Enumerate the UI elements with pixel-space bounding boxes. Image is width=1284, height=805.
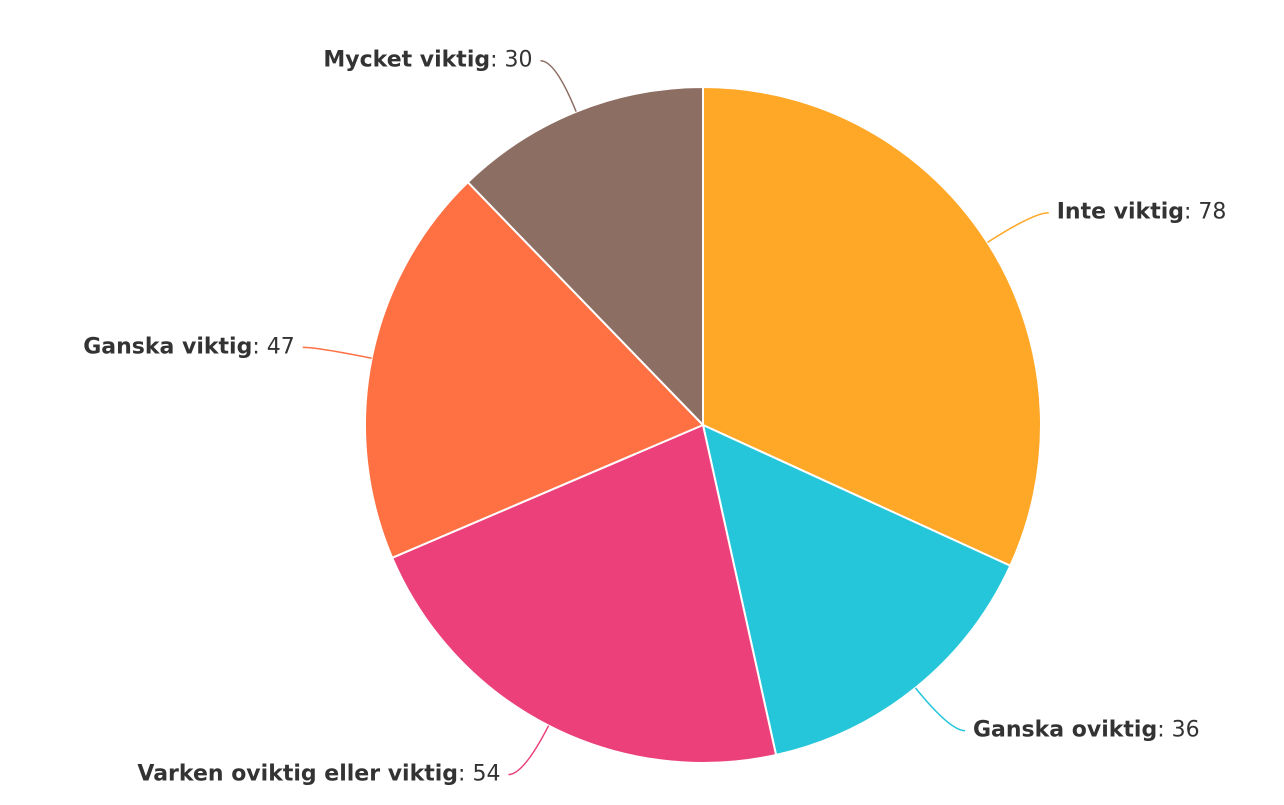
data-label: Ganska oviktig: 36 — [973, 718, 1200, 743]
label-value: 30 — [505, 48, 533, 73]
label-name: Ganska viktig — [83, 334, 252, 359]
data-label: Varken oviktig eller viktig: 54 — [137, 762, 500, 787]
connector — [914, 687, 966, 732]
label-separator: : — [1184, 200, 1198, 225]
label-name: Ganska oviktig — [973, 718, 1157, 743]
pie-slice — [701, 423, 1012, 757]
label-separator: : — [1157, 718, 1171, 743]
connector — [540, 59, 577, 112]
pie-slice — [390, 423, 778, 764]
connector — [987, 211, 1049, 244]
connector — [508, 725, 550, 776]
label-value: 54 — [472, 762, 500, 787]
label-value: 78 — [1198, 200, 1226, 225]
data-label: Inte viktig: 78 — [1057, 200, 1227, 225]
data-label: Ganska viktig: 47 — [83, 334, 295, 359]
pie-slice — [466, 85, 704, 428]
pie-slice — [702, 85, 1042, 568]
label-separator: : — [252, 334, 266, 359]
label-value: 36 — [1172, 718, 1200, 743]
label-value: 47 — [267, 334, 295, 359]
label-name: Inte viktig — [1057, 200, 1184, 225]
label-name: Mycket viktig — [323, 48, 490, 73]
connector — [302, 346, 372, 359]
data-label: Mycket viktig: 30 — [323, 48, 532, 73]
pie-slice — [364, 180, 705, 560]
label-name: Varken oviktig eller viktig — [137, 762, 458, 787]
label-separator: : — [490, 48, 504, 73]
label-separator: : — [458, 762, 472, 787]
